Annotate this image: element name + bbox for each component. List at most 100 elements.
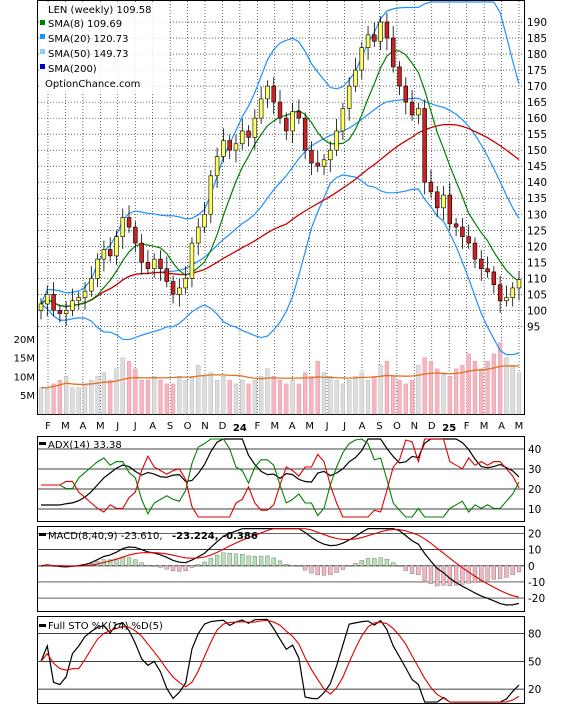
candle-body bbox=[189, 242, 195, 279]
macd-histogram-bar bbox=[510, 565, 515, 576]
candle-body bbox=[353, 69, 358, 87]
price-tick-label: 155 bbox=[527, 129, 547, 141]
candle-body bbox=[510, 287, 515, 298]
x-tick-label: J bbox=[342, 421, 346, 432]
bollinger-lower-band bbox=[40, 174, 520, 356]
x-tick-label: J bbox=[133, 421, 137, 432]
candle-body bbox=[460, 226, 465, 237]
candle-body bbox=[378, 21, 383, 42]
x-tick-label: M bbox=[96, 421, 105, 432]
price-axis-ticks: 95 100 105 110 115 120 125 130 135 140 145 150 155 16… bbox=[527, 17, 547, 333]
volume-tick-label: 10M bbox=[14, 372, 35, 383]
macd-histogram-bar bbox=[208, 557, 213, 566]
volume-bar bbox=[126, 361, 132, 415]
volume-bar bbox=[453, 368, 459, 415]
macd-histogram-bar bbox=[152, 565, 157, 567]
candle-body bbox=[284, 117, 289, 132]
volume-bar bbox=[101, 372, 107, 415]
candle-body bbox=[435, 191, 440, 209]
legend-sma50: SMA(50) 149.73 bbox=[48, 49, 129, 60]
volume-bar bbox=[95, 376, 100, 415]
volume-moving-average bbox=[41, 365, 520, 389]
candle-body bbox=[107, 249, 113, 257]
volume-bar bbox=[76, 387, 81, 415]
candle-body bbox=[315, 162, 320, 167]
legend-swatch-sma8 bbox=[40, 20, 45, 25]
sto-k-line bbox=[40, 618, 520, 703]
candle-body bbox=[82, 290, 88, 298]
macd-histogram-bar bbox=[177, 565, 182, 572]
candle-body bbox=[328, 149, 333, 161]
volume-bar bbox=[485, 361, 490, 415]
x-tick-label: A bbox=[359, 421, 366, 432]
volume-bar bbox=[491, 353, 496, 415]
macd-histogram-bar bbox=[397, 565, 402, 568]
candle-body bbox=[277, 101, 283, 119]
candle-body bbox=[516, 279, 522, 289]
macd-histogram-bar bbox=[347, 565, 352, 567]
volume-bar bbox=[259, 376, 264, 415]
candle-body bbox=[441, 194, 446, 209]
candle-body bbox=[403, 85, 409, 103]
volume-bar bbox=[460, 364, 465, 415]
candle-body bbox=[233, 143, 239, 151]
candle-body bbox=[214, 156, 220, 177]
macd-histogram-bar bbox=[290, 565, 295, 567]
price-tick-label: 105 bbox=[527, 289, 547, 301]
volume-bar bbox=[309, 376, 314, 415]
candle-body bbox=[453, 223, 459, 228]
price-tick-label: 150 bbox=[527, 145, 547, 157]
adx-panel: 40 30 20 10 ADX(14) 33.38 bbox=[37, 436, 541, 522]
macd-histogram-bar bbox=[196, 564, 201, 566]
macd-histogram-bar bbox=[491, 565, 496, 580]
candle-body bbox=[265, 85, 270, 100]
candle-body bbox=[365, 34, 371, 48]
macd-histogram-bar bbox=[303, 565, 308, 571]
candle-body bbox=[321, 159, 327, 167]
macd-histogram-bar bbox=[233, 553, 239, 566]
macd-histogram-bar bbox=[359, 560, 364, 566]
volume-bar bbox=[315, 361, 320, 415]
macd-histogram-bar bbox=[453, 565, 459, 586]
volume-bar bbox=[64, 376, 69, 415]
panel-tick-label: 10 bbox=[528, 504, 541, 516]
candle-body bbox=[416, 108, 421, 116]
volume-bar bbox=[353, 376, 358, 415]
panel-tick-label: 20 bbox=[528, 528, 541, 540]
di-minus-line bbox=[41, 438, 520, 518]
x-tick-label: N bbox=[411, 421, 418, 432]
volume-bar bbox=[334, 379, 339, 415]
macd-histogram-bar bbox=[133, 559, 138, 566]
candle-body bbox=[164, 268, 170, 282]
x-tick-label: S bbox=[167, 421, 173, 432]
macd-histogram-bar bbox=[265, 555, 270, 566]
macd-histogram-bar bbox=[460, 565, 465, 585]
volume-bar bbox=[504, 357, 509, 415]
candle-body bbox=[227, 140, 232, 151]
macd-histogram-bar bbox=[259, 555, 264, 566]
candle-body bbox=[485, 268, 490, 273]
candle-body bbox=[120, 217, 125, 237]
volume-bar bbox=[435, 368, 440, 415]
price-tick-label: 100 bbox=[527, 305, 547, 317]
macd-legend-swatch bbox=[39, 533, 46, 536]
sto-gridlines bbox=[38, 633, 524, 690]
x-tick-label: M bbox=[305, 421, 314, 432]
candle-body bbox=[290, 111, 295, 132]
adx-panel-frame bbox=[37, 436, 525, 522]
candle-body bbox=[359, 47, 364, 71]
macd-histogram-bar bbox=[170, 565, 176, 572]
volume-bar bbox=[252, 379, 257, 415]
volume-bar bbox=[70, 387, 75, 415]
candle-body bbox=[472, 242, 478, 260]
macd-panel: 20 10 0 -10 -20 MACD(8,40,9) -23.610, -23.22… bbox=[37, 526, 545, 612]
volume-bar bbox=[516, 372, 522, 415]
candle-body bbox=[334, 130, 339, 151]
panel-tick-label: 80 bbox=[528, 629, 541, 641]
price-tick-label: 170 bbox=[527, 81, 547, 93]
volume-bar bbox=[372, 376, 377, 415]
candle-body bbox=[447, 194, 453, 225]
volume-bar bbox=[365, 379, 371, 415]
candle-body bbox=[504, 297, 509, 302]
macd-histogram-bar bbox=[403, 565, 408, 571]
